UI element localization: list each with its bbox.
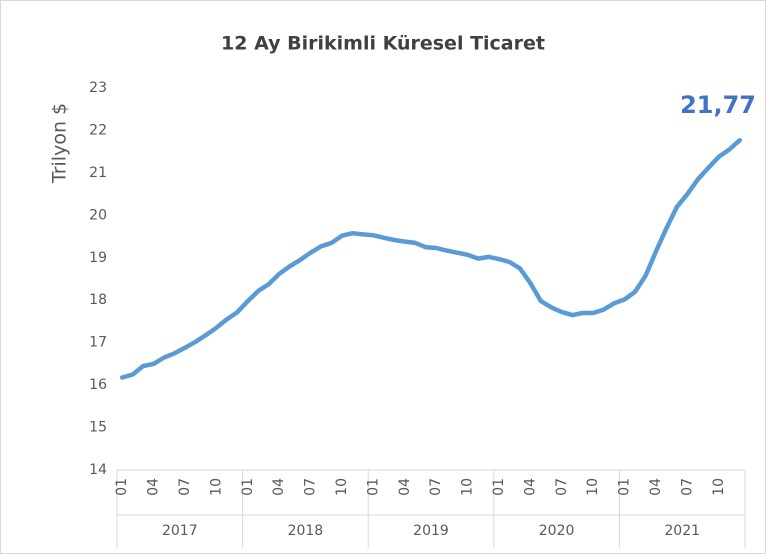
x-tick-label: 07: [428, 478, 444, 496]
year-label: 2018: [288, 523, 324, 539]
y-axis-label: Trilyon $: [49, 103, 71, 184]
x-tick-label: 10: [711, 478, 727, 496]
year-label: 2017: [162, 523, 198, 539]
x-tick-label: 07: [177, 478, 193, 496]
y-tick-label: 19: [89, 250, 107, 266]
data-line: [119, 137, 743, 380]
x-tick-label: 01: [114, 478, 130, 496]
value-label: 21,77: [680, 91, 756, 119]
y-tick-label: 18: [89, 292, 107, 308]
y-tick-label: 20: [89, 207, 107, 223]
year-label: 2019: [413, 523, 449, 539]
x-tick-label: 01: [365, 478, 381, 496]
x-tick-label: 10: [585, 478, 601, 496]
x-tick-label: 04: [397, 478, 413, 496]
x-tick-label: 10: [334, 478, 350, 496]
y-tick-label: 16: [89, 377, 107, 393]
y-tick-label: 21: [89, 165, 107, 181]
x-tick-label: 01: [617, 478, 633, 496]
x-tick-label: 01: [491, 478, 507, 496]
x-tick-label: 04: [648, 478, 664, 496]
x-tick-label: 04: [271, 478, 287, 496]
x-tick-label: 04: [146, 478, 162, 496]
x-tick-label: 10: [208, 478, 224, 496]
x-tick-label: 04: [522, 478, 538, 496]
y-tick-label: 22: [89, 122, 107, 138]
x-tick-label: 07: [554, 478, 570, 496]
y-tick-label: 23: [89, 80, 107, 96]
y-tick-label: 17: [89, 335, 107, 351]
y-tick-label: 15: [89, 420, 107, 436]
y-tick-label: 14: [89, 462, 107, 478]
x-tick-label: 10: [460, 478, 476, 496]
x-tick-label: 01: [240, 478, 256, 496]
x-tick-label: 07: [679, 478, 695, 496]
chart-title: 12 Ay Birikimli Küresel Ticaret: [221, 33, 545, 55]
x-tick-label: 07: [303, 478, 319, 496]
year-label: 2020: [539, 523, 575, 539]
year-label: 2021: [664, 523, 700, 539]
